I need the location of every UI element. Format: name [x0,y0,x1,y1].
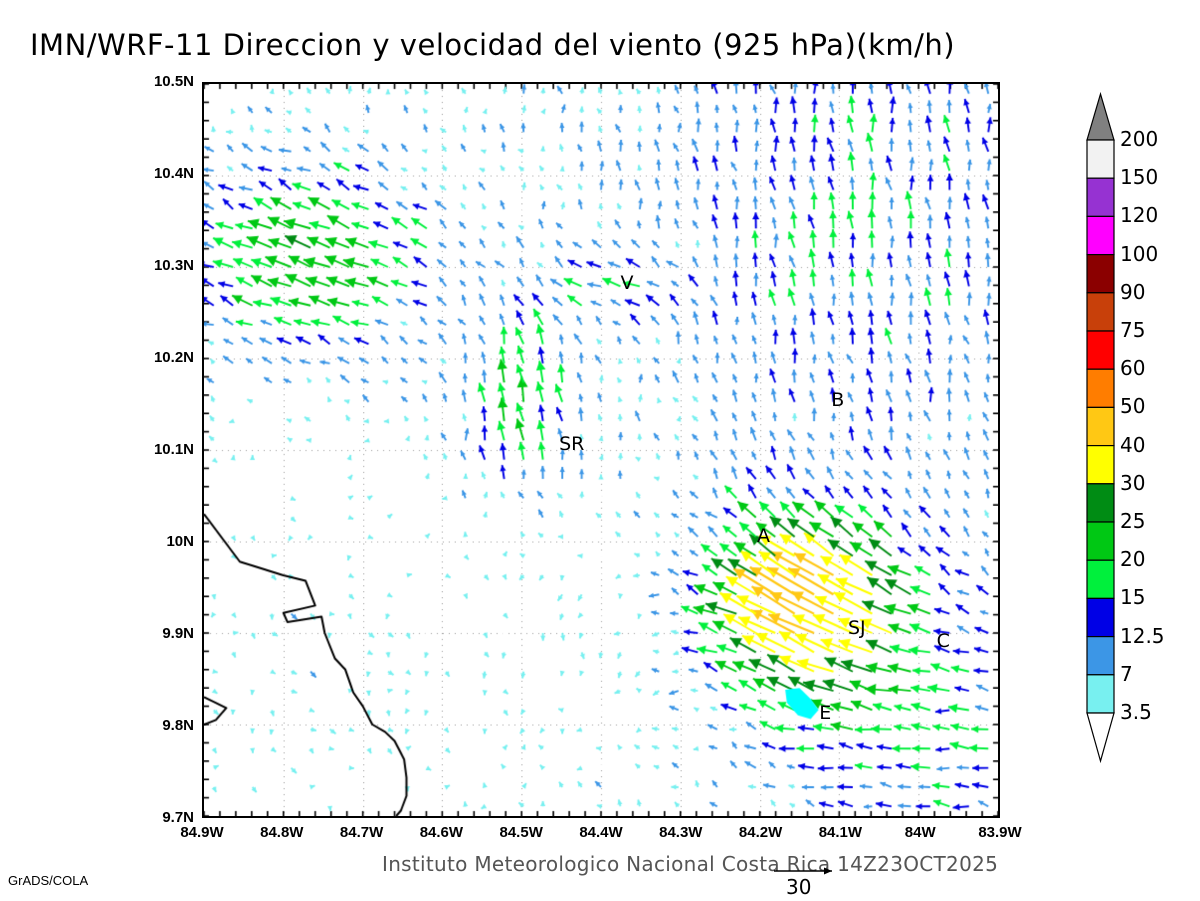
x-tick-label: 84W [904,824,936,841]
colorbar-tick-label: 7 [1120,661,1133,686]
colorbar-tick-label: 50 [1120,394,1146,419]
colorbar-swatch [1086,177,1115,217]
colorbar-swatch [1086,406,1115,447]
reference-vector-label: 30 [786,875,812,899]
colorbar[interactable]: 200 150 120 100 90 75 60 50 40 30 25 20 15 12.5 7 3.5 [1081,92,1200,810]
x-tick-label: 84.4W [579,824,623,841]
colorbar-tick-label: 150 [1120,165,1159,190]
y-tick-label: 10.5N [153,73,194,90]
y-tick-label: 10.4N [153,165,194,182]
colorbar-tick-label: 90 [1120,279,1146,304]
colorbar-top-arrow [1086,92,1115,141]
colorbar-swatch [1086,674,1115,714]
footer-credit: Instituto Meteorologico Nacional Costa R… [382,852,999,876]
x-tick-label: 84.2W [738,824,783,841]
colorbar-tick-label: 30 [1120,470,1146,495]
map-plot-area[interactable]: V SR B A SJ C E [202,82,1000,818]
x-tick-label: 84.8W [260,824,304,841]
colorbar-swatch [1086,368,1115,409]
reference-vector-arrow [774,867,832,875]
coastline-overlay [204,84,998,816]
colorbar-tick-label: 25 [1120,509,1146,533]
colorbar-swatch [1086,635,1115,676]
colorbar-tick-label: 120 [1120,203,1159,228]
colorbar-tick-label: 3.5 [1120,700,1152,724]
colorbar-swatch [1086,559,1115,600]
colorbar-swatch [1086,445,1115,485]
x-tick-label: 84.9W [180,824,224,841]
grads-attribution: GrADS/COLA [8,873,89,888]
colorbar-swatch [1086,597,1115,638]
colorbar-tick-label: 60 [1120,356,1146,381]
colorbar-swatch [1086,215,1115,256]
y-tick-label: 10.2N [153,349,194,366]
x-tick-label: 84.1W [818,824,863,841]
colorbar-tick-label: 20 [1120,547,1146,572]
page-title: IMN/WRF-11 Direccion y velocidad del vie… [30,28,956,62]
colorbar-swatch [1086,139,1115,179]
colorbar-tick-label: 100 [1120,241,1159,266]
x-tick-label: 84.7W [339,824,384,841]
colorbar-tick-label: 75 [1120,318,1146,342]
colorbar-tick-label: 12.5 [1120,623,1165,648]
reference-vector: 30 [770,862,840,899]
colorbar-swatch [1086,483,1115,523]
x-tick-label: 84.6W [419,824,464,841]
colorbar-swatch [1086,292,1115,332]
colorbar-swatch [1086,330,1115,370]
y-tick-label: 9.8N [162,717,194,734]
y-tick-label: 9.7N [162,809,194,826]
y-tick-label: 10N [166,533,194,550]
colorbar-swatch [1086,521,1115,561]
x-tick-label: 84.5W [499,824,543,841]
colorbar-swatches [1086,92,1115,764]
x-tick-label: 84.3W [659,824,703,841]
colorbar-tick-label: 200 [1120,127,1159,151]
y-tick-label: 10.1N [153,441,194,458]
colorbar-tick-label: 15 [1120,585,1146,610]
colorbar-tick-label: 40 [1120,432,1146,457]
colorbar-swatch [1086,254,1115,294]
y-tick-label: 9.9N [162,625,194,642]
colorbar-bottom-arrow [1086,712,1115,764]
y-tick-label: 10.3N [153,257,194,274]
x-tick-label: 83.9W [978,824,1022,841]
